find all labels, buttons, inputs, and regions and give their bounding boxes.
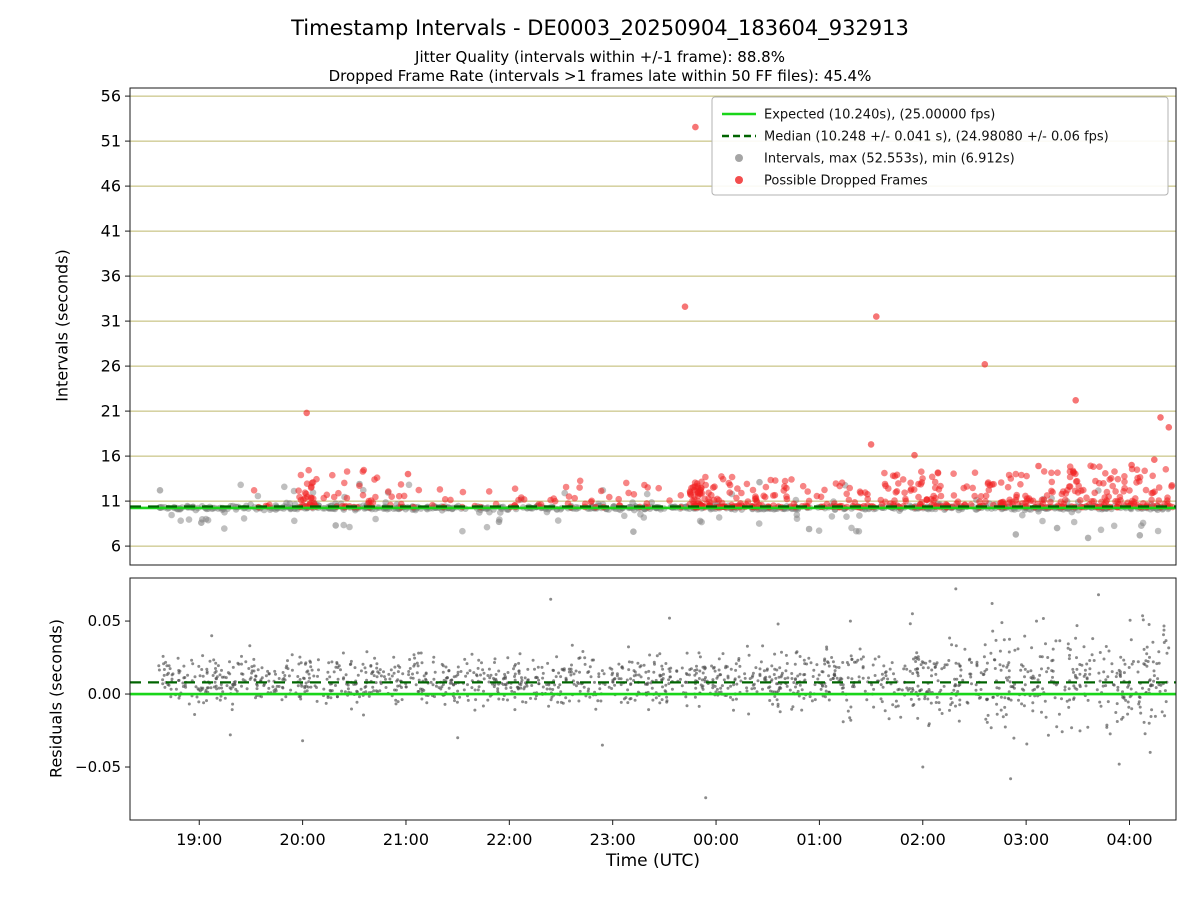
- top-plot-frame: [129, 87, 1177, 566]
- svg-text:04:00: 04:00: [1106, 830, 1152, 849]
- svg-text:−0.05: −0.05: [75, 758, 121, 776]
- svg-text:03:00: 03:00: [1003, 830, 1049, 849]
- legend-dot-marker: [735, 176, 743, 184]
- svg-text:00:00: 00:00: [693, 830, 739, 849]
- svg-text:46: 46: [101, 177, 121, 196]
- x-axis-label: Time (UTC): [606, 851, 700, 871]
- chart-subtitle-jitter: Jitter Quality (intervals within +/-1 fr…: [415, 48, 785, 66]
- svg-text:26: 26: [101, 357, 121, 376]
- y-axis-label-residuals: Residuals (seconds): [46, 619, 66, 778]
- svg-text:23:00: 23:00: [590, 830, 636, 849]
- svg-text:01:00: 01:00: [796, 830, 842, 849]
- svg-text:41: 41: [101, 222, 121, 241]
- svg-text:02:00: 02:00: [900, 830, 946, 849]
- svg-text:31: 31: [101, 312, 121, 331]
- svg-text:Median (10.248 +/- 0.041 s), (: Median (10.248 +/- 0.041 s), (24.98080 +…: [764, 130, 1109, 145]
- svg-text:0.00: 0.00: [88, 685, 121, 703]
- svg-text:0.05: 0.05: [88, 612, 121, 630]
- chart-title: Timestamp Intervals - DE0003_20250904_18…: [291, 16, 909, 40]
- svg-text:6: 6: [111, 537, 121, 556]
- svg-text:21: 21: [101, 402, 121, 421]
- svg-text:Intervals, max (52.553s), min: Intervals, max (52.553s), min (6.912s): [764, 152, 1015, 167]
- svg-text:Possible Dropped Frames: Possible Dropped Frames: [764, 174, 928, 189]
- legend-dot-marker: [735, 154, 743, 162]
- legend: Expected (10.240s), (25.00000 fps) Median…: [711, 96, 1169, 196]
- svg-text:11: 11: [101, 492, 121, 511]
- svg-text:36: 36: [101, 267, 121, 286]
- svg-text:20:00: 20:00: [280, 830, 326, 849]
- svg-text:51: 51: [101, 132, 121, 151]
- svg-text:21:00: 21:00: [383, 830, 429, 849]
- svg-text:Expected (10.240s), (25.00000: Expected (10.240s), (25.00000 fps): [764, 108, 995, 123]
- bottom-plot-frame: [129, 577, 1177, 821]
- svg-text:56: 56: [101, 87, 121, 106]
- residuals-scatter: [157, 587, 1171, 800]
- svg-text:22:00: 22:00: [486, 830, 532, 849]
- svg-text:16: 16: [101, 447, 121, 466]
- svg-text:19:00: 19:00: [176, 830, 222, 849]
- y-axis-label-intervals: Intervals (seconds): [52, 249, 72, 402]
- axis-ticks: 6 11 16 21 26 31 36 41 46 51 56 −0.05 0.00 0.05 19:00 2…: [75, 87, 1153, 849]
- chart-subtitle-dropped: Dropped Frame Rate (intervals >1 frames …: [328, 67, 872, 85]
